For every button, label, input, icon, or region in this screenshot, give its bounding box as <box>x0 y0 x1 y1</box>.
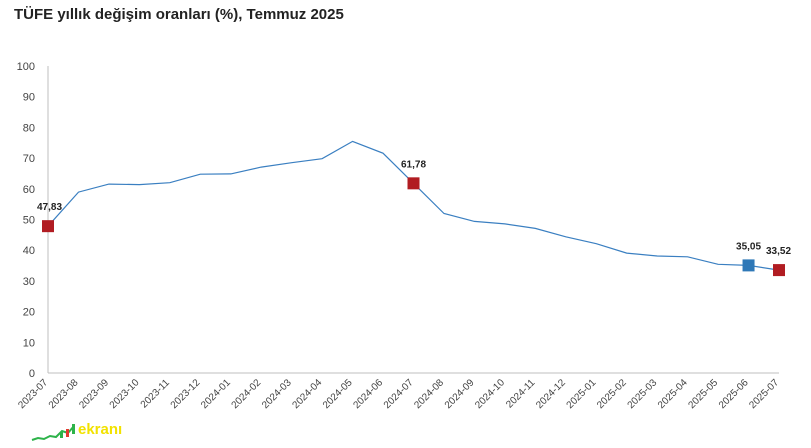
x-tick-label: 2023-11 <box>139 377 173 411</box>
y-tick-label: 20 <box>23 307 35 319</box>
x-axis-ticks: 2023-072023-082023-092023-102023-112023-… <box>16 377 781 411</box>
y-tick-label: 50 <box>23 215 35 227</box>
x-tick-label: 2024-04 <box>291 377 325 411</box>
x-tick-label: 2025-02 <box>595 377 629 411</box>
data-label: 61,78 <box>401 159 426 170</box>
data-label: 47,83 <box>37 202 62 213</box>
x-tick-label: 2025-03 <box>626 377 660 411</box>
x-tick-label: 2024-12 <box>534 377 568 411</box>
axes <box>47 66 779 374</box>
y-tick-label: 0 <box>29 368 35 380</box>
x-tick-label: 2023-09 <box>77 377 111 411</box>
data-point-marker <box>742 259 755 272</box>
y-tick-label: 10 <box>23 337 35 349</box>
x-tick-label: 2025-05 <box>686 377 720 411</box>
y-tick-label: 100 <box>17 61 35 73</box>
y-axis-ticks: 0 10 20 30 40 50 60 70 80 90 100 <box>17 61 35 380</box>
x-tick-label: 2024-03 <box>260 377 294 411</box>
x-tick-label: 2024-11 <box>504 377 538 411</box>
y-tick-label: 30 <box>23 276 35 288</box>
y-tick-label: 60 <box>23 184 35 196</box>
highlight-markers: 47,83 61,78 35,05 33,52 <box>37 159 791 277</box>
data-label: 33,52 <box>766 246 791 257</box>
x-tick-label: 2025-01 <box>565 377 599 411</box>
x-tick-label: 2023-10 <box>108 377 142 411</box>
x-tick-label: 2024-06 <box>351 377 385 411</box>
x-tick-label: 2024-09 <box>443 377 477 411</box>
x-tick-label: 2025-07 <box>747 377 781 411</box>
y-tick-label: 40 <box>23 245 35 257</box>
x-tick-label: 2023-08 <box>47 377 81 411</box>
data-point-marker <box>407 177 420 190</box>
data-point-marker <box>773 264 785 277</box>
x-tick-label: 2025-06 <box>717 377 751 411</box>
y-tick-label: 90 <box>23 92 35 104</box>
data-label: 35,05 <box>736 241 761 252</box>
y-tick-label: 70 <box>23 153 35 165</box>
x-tick-label: 2024-02 <box>230 377 264 411</box>
chart-title: TÜFE yıllık değişim oranları (%), Temmuz… <box>14 6 344 23</box>
x-tick-label: 2025-04 <box>656 377 690 411</box>
x-tick-label: 2023-07 <box>16 377 50 411</box>
logo: ekranı <box>30 414 150 443</box>
x-tick-label: 2024-08 <box>412 377 446 411</box>
data-point-marker <box>42 220 54 233</box>
x-tick-label: 2024-01 <box>199 377 233 411</box>
x-tick-label: 2024-05 <box>321 377 355 411</box>
x-tick-label: 2024-10 <box>473 377 507 411</box>
logo-icon <box>31 424 75 441</box>
x-tick-label: 2024-07 <box>382 377 416 411</box>
y-tick-label: 80 <box>23 122 35 134</box>
x-tick-label: 2023-12 <box>169 377 203 411</box>
logo-text: ekranı <box>78 421 123 438</box>
